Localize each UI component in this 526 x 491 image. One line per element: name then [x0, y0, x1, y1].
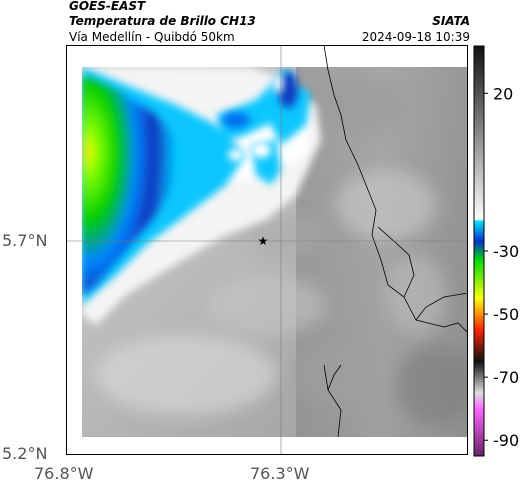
country-borders — [323, 45, 468, 438]
svg-text:★: ★ — [258, 234, 269, 248]
colorbar-tick-label: -70 — [493, 368, 519, 387]
datetime-label: 2024-09-18 10:39 — [361, 30, 470, 44]
route-subtitle: Vía Medellín - Quibdó 50km — [69, 30, 235, 44]
map-frame — [66, 45, 468, 455]
y-tick-label: 5.2°N — [2, 444, 48, 463]
x-tick-label: 76.3°W — [250, 464, 310, 483]
colorbar-tick-label: -50 — [493, 305, 519, 324]
satellite-map: ★ — [66, 45, 468, 455]
colorbar-strip — [473, 45, 485, 457]
colorbar-tick-label: -90 — [493, 431, 519, 450]
temperature-colorbar: 20 -30 -50 -70 -90 — [473, 45, 519, 457]
source-label: SIATA — [432, 14, 470, 28]
y-tick-label: 5.7°N — [2, 231, 48, 250]
satellite-imagery — [66, 45, 468, 455]
star-icon: ★ — [258, 234, 269, 248]
colorbar-tick-label: -30 — [493, 242, 519, 261]
x-tick-label: 76.8°W — [34, 464, 94, 483]
grid-lines — [66, 45, 468, 455]
satellite-title: GOES-EAST — [69, 0, 146, 13]
product-title: Temperatura de Brillo CH13 — [69, 14, 256, 28]
colorbar-tick-label: 20 — [493, 84, 513, 103]
